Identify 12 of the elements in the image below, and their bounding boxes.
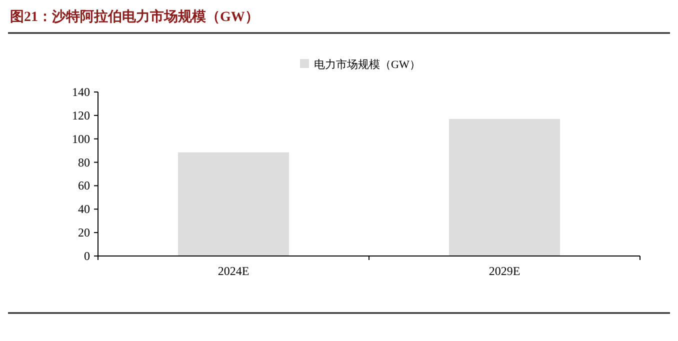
y-tick-label: 120	[72, 108, 90, 122]
legend-label: 电力市场规模（GW）	[314, 58, 420, 71]
y-tick-label: 20	[78, 226, 90, 240]
chart-title: 图21：沙特阿拉伯电力市场规模（GW）	[10, 8, 259, 25]
x-tick-label: 2024E	[218, 264, 250, 278]
x-tick-label: 2029E	[488, 264, 520, 278]
y-tick-label: 60	[78, 178, 90, 193]
y-tick-label: 140	[72, 85, 90, 99]
y-tick-label: 80	[78, 155, 90, 170]
y-tick-label: 40	[78, 202, 90, 216]
y-tick-label: 100	[72, 132, 90, 146]
y-tick-label: 0	[84, 249, 90, 263]
